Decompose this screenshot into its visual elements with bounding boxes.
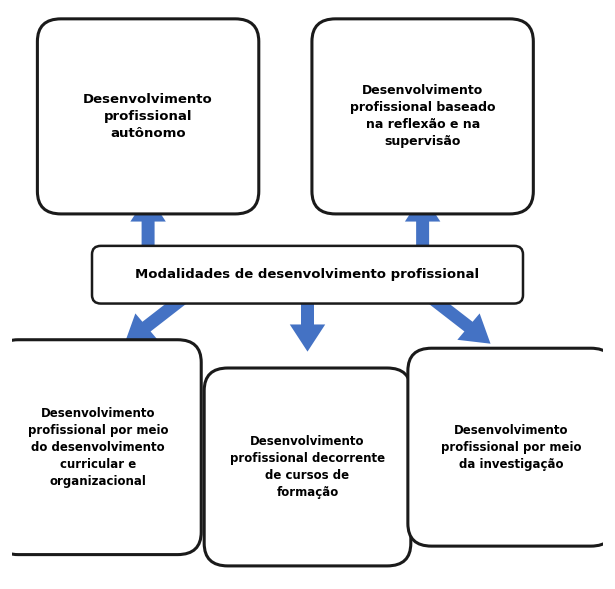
FancyArrow shape (290, 295, 325, 352)
Text: Modalidades de desenvolvimento profissional: Modalidades de desenvolvimento profissio… (135, 268, 480, 281)
Text: Desenvolvimento
profissional baseado
na reflexão e na
supervisão: Desenvolvimento profissional baseado na … (350, 84, 495, 148)
FancyBboxPatch shape (312, 19, 533, 214)
FancyArrow shape (130, 194, 166, 254)
FancyBboxPatch shape (204, 368, 411, 566)
FancyArrow shape (405, 194, 440, 254)
FancyBboxPatch shape (408, 348, 614, 546)
Text: Desenvolvimento
profissional por meio
da investigação: Desenvolvimento profissional por meio da… (441, 423, 581, 471)
FancyBboxPatch shape (38, 19, 259, 214)
Text: Desenvolvimento
profissional por meio
do desenvolvimento
curricular e
organizaci: Desenvolvimento profissional por meio do… (28, 406, 168, 488)
FancyArrow shape (424, 291, 491, 344)
Text: Desenvolvimento
profissional decorrente
de cursos de
formação: Desenvolvimento profissional decorrente … (230, 435, 385, 499)
FancyBboxPatch shape (92, 246, 523, 303)
FancyBboxPatch shape (0, 340, 201, 555)
Text: Desenvolvimento
profissional
autônomo: Desenvolvimento profissional autônomo (83, 93, 213, 140)
FancyArrow shape (124, 291, 191, 344)
